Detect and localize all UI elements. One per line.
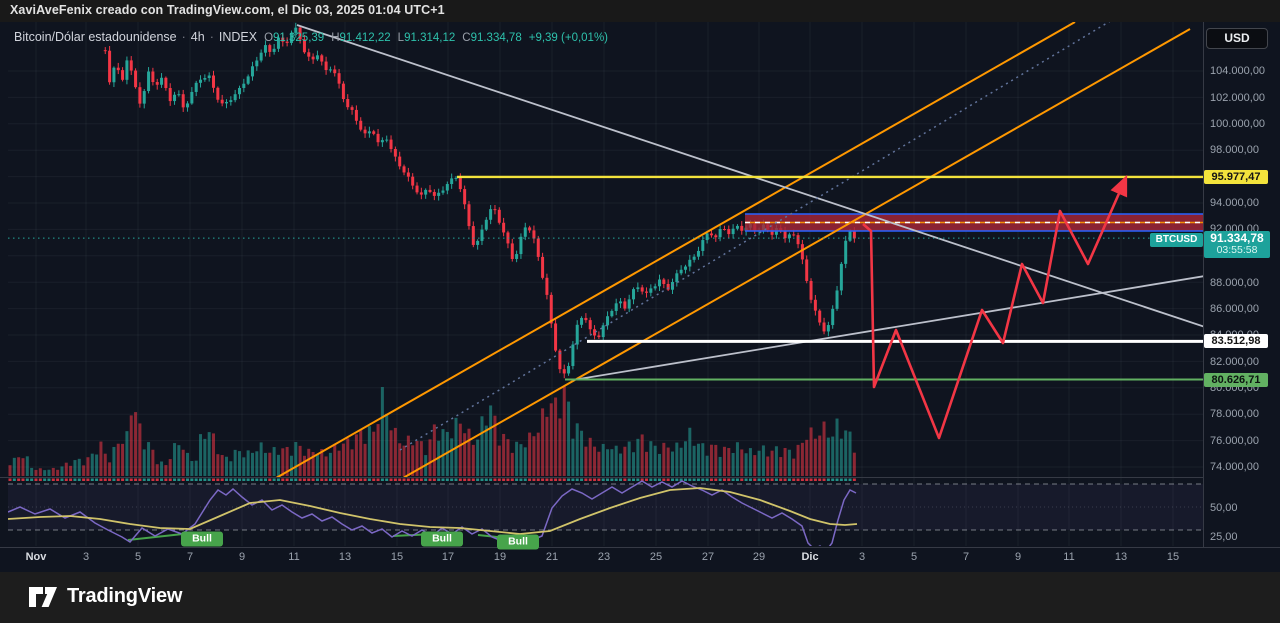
time-tick-label[interactable]: 25	[649, 551, 663, 563]
low-letter: L	[397, 32, 405, 44]
time-tick-label[interactable]: 5	[910, 551, 918, 563]
time-tick-label[interactable]: 21	[545, 551, 559, 563]
time-tick-label[interactable]: 13	[1114, 551, 1128, 563]
volume-bars	[8, 386, 856, 476]
bull-divergence-label: Bull	[421, 531, 463, 547]
time-tick-label[interactable]: 9	[1014, 551, 1022, 563]
time-tick-label[interactable]: 23	[597, 551, 611, 563]
tradingview-logo-text: TradingView	[67, 584, 183, 607]
candlesticks	[103, 22, 856, 379]
symbol-price-tag: BTCUSD	[1150, 233, 1203, 247]
time-tick-label[interactable]: 3	[82, 551, 90, 563]
time-tick-label[interactable]: 17	[441, 551, 455, 563]
time-tick-label[interactable]: 15	[390, 551, 404, 563]
exchange-label: INDEX	[218, 30, 258, 44]
indicator-scale-label: 25,00	[1210, 531, 1238, 543]
time-tick-label[interactable]: 11	[1063, 551, 1075, 563]
price-scale-label: 102.000,00	[1210, 92, 1266, 104]
price-scale-label: 74.000,00	[1210, 461, 1259, 473]
price-scale-label: 98.000,00	[1210, 144, 1259, 156]
current-price-tag: 91.334,78 03:55:58	[1204, 231, 1270, 258]
attribution-bar: XaviAveFenix creado con TradingView.com,…	[0, 0, 1280, 22]
legend-separator: ·	[181, 30, 186, 44]
time-tick-label[interactable]: 7	[186, 551, 194, 563]
time-tick-label[interactable]: 7	[962, 551, 970, 563]
time-tick-label[interactable]: 3	[858, 551, 866, 563]
price-scale-label: 94.000,00	[1210, 197, 1259, 209]
footer-bar: TradingView	[0, 572, 1280, 623]
time-tick-label[interactable]: 27	[701, 551, 715, 563]
time-tick-label[interactable]: 5	[134, 551, 142, 563]
interval-label[interactable]: 4h	[190, 30, 205, 44]
price-scale-label: 76.000,00	[1210, 435, 1259, 447]
pane-separator[interactable]	[0, 477, 1203, 478]
time-tick-label[interactable]: 13	[338, 551, 352, 563]
open-letter: O	[264, 32, 274, 44]
bull-divergence-label: Bull	[181, 531, 223, 547]
time-axis-border	[0, 547, 1280, 548]
price-scale-label: 104.000,00	[1210, 65, 1266, 77]
chart-canvas[interactable]	[0, 0, 1280, 572]
tradingview-logo[interactable]: TradingView	[28, 584, 182, 608]
time-tick-label[interactable]: 29	[752, 551, 766, 563]
time-tick-label[interactable]: 9	[238, 551, 246, 563]
time-tick-label[interactable]: 11	[288, 551, 300, 563]
time-tick-label[interactable]: Nov	[25, 551, 47, 563]
price-scale-label: 86.000,00	[1210, 303, 1259, 315]
rsi-indicator-pane	[8, 478, 1203, 546]
tradingview-logo-icon	[29, 587, 57, 607]
high-value: 91.412,22	[339, 32, 391, 44]
time-tick-label[interactable]: Dic	[801, 551, 819, 563]
price-scale-label: 100.000,00	[1210, 118, 1266, 130]
legend: Bitcoin/Dólar estadounidense · 4h · INDEX O91…	[14, 30, 608, 44]
price-scale-label: 88.000,00	[1210, 277, 1259, 289]
close-value: 91.334,78	[470, 32, 522, 44]
current-price-value: 91.334,78	[1210, 231, 1264, 245]
bull-divergence-label: Bull	[497, 534, 539, 550]
high-letter: H	[331, 32, 340, 44]
close-letter: C	[462, 32, 471, 44]
currency-toggle-button[interactable]: USD	[1206, 28, 1268, 49]
time-tick-label[interactable]: 19	[493, 551, 507, 563]
open-value: 91.325,39	[273, 32, 325, 44]
time-tick-label[interactable]: 15	[1166, 551, 1180, 563]
price-scale-label: 82.000,00	[1210, 356, 1259, 368]
legend-separator: ·	[209, 30, 214, 44]
attribution-text: XaviAveFenix creado con TradingView.com,…	[10, 3, 445, 17]
price-scale-label: 78.000,00	[1210, 408, 1259, 420]
indicator-scale-label: 50,00	[1210, 502, 1238, 514]
change-value: +9,39 (+0,01%)	[528, 32, 609, 44]
bar-countdown: 03:55:58	[1216, 244, 1258, 256]
symbol-name[interactable]: Bitcoin/Dólar estadounidense	[14, 30, 177, 44]
drawings-layer[interactable]	[8, 20, 1205, 478]
price-level-tag: 95.977,47	[1204, 170, 1268, 184]
price-level-tag: 80.626,71	[1204, 373, 1268, 387]
price-level-tag: 83.512,98	[1204, 334, 1268, 348]
price-axis-border	[1203, 22, 1204, 547]
low-value: 91.314,12	[404, 32, 456, 44]
